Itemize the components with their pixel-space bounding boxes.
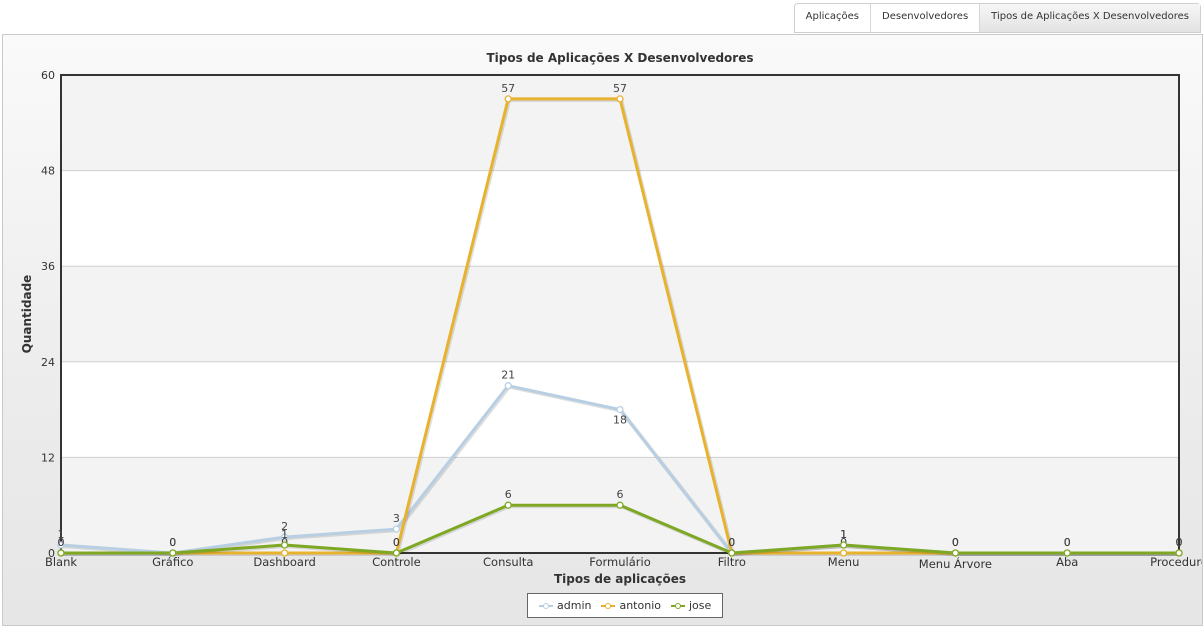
data-point-antonio: [280, 549, 289, 557]
data-label-antonio: 0: [1176, 536, 1183, 549]
y-tick-label: 0: [48, 547, 55, 560]
x-tick-label: Controle: [372, 555, 421, 569]
y-tick-label: 36: [41, 260, 55, 273]
x-tick-label: Gráfico: [152, 555, 193, 569]
legend-swatch-antonio: [601, 601, 616, 611]
y-axis-label: Quantidade: [20, 275, 34, 354]
data-point-antonio: [504, 95, 512, 103]
x-tick-label: Procedure: [1150, 555, 1202, 569]
x-tick-label: Consulta: [483, 555, 533, 569]
data-label-admin: 0: [1176, 536, 1183, 549]
data-label-jose: 0: [58, 536, 65, 549]
data-point-jose: [728, 549, 736, 557]
chart-legend: admin antonio jose: [527, 593, 724, 618]
data-point-jose: [951, 549, 960, 557]
data-label-admin: 1: [58, 528, 65, 541]
data-label-antonio: 0: [169, 536, 176, 549]
tab-tipos-x-desenvolvedores[interactable]: Tipos de Aplicações X Desenvolvedores: [979, 4, 1200, 32]
data-label-admin: 0: [952, 536, 959, 549]
data-point-admin: [616, 405, 624, 414]
tab-aplicacoes[interactable]: Aplicações: [805, 11, 859, 22]
data-label-jose: 0: [728, 536, 735, 549]
legend-label-jose: jose: [688, 599, 712, 612]
plot-border: [60, 74, 1180, 554]
data-point-admin: [280, 533, 289, 541]
data-label-admin: 3: [393, 512, 400, 525]
x-tick-label: Blank: [45, 555, 77, 569]
data-label-jose: 0: [1176, 536, 1183, 549]
grid-band: [61, 75, 1179, 171]
tab-desenvolvedores[interactable]: Desenvolvedores: [870, 4, 979, 32]
data-label-admin: 1: [840, 528, 847, 541]
data-label-antonio: 0: [952, 536, 959, 549]
legend-item-admin[interactable]: admin: [539, 599, 591, 612]
x-tick-label: Dashboard: [253, 555, 315, 569]
data-label-admin: 0: [1064, 536, 1071, 549]
data-point-admin: [392, 525, 401, 533]
data-label-admin: 18: [613, 414, 627, 427]
legend-label-antonio: antonio: [619, 599, 661, 612]
data-label-jose: 6: [505, 488, 512, 501]
data-label-jose: 0: [393, 536, 400, 549]
y-tick-label: 12: [41, 451, 55, 464]
data-label-antonio: 0: [58, 536, 65, 549]
data-label-admin: 0: [169, 536, 176, 549]
x-axis-label: Tipos de aplicações: [554, 572, 686, 586]
data-label-admin: 0: [728, 536, 735, 549]
legend-item-jose[interactable]: jose: [670, 599, 712, 612]
data-label-jose: 1: [840, 528, 847, 541]
data-point-antonio: [839, 549, 848, 557]
y-tick-label: 24: [41, 356, 55, 369]
legend-item-antonio[interactable]: antonio: [601, 599, 661, 612]
data-label-antonio: 57: [613, 82, 627, 95]
data-label-jose: 0: [952, 536, 959, 549]
data-point-admin: [57, 541, 65, 549]
data-point-jose: [504, 501, 512, 509]
x-tick-label: Filtro: [718, 555, 746, 569]
grid-band: [61, 266, 1179, 362]
data-label-jose: 1: [281, 528, 288, 541]
data-label-admin: 2: [281, 520, 288, 533]
legend-swatch-jose: [670, 601, 685, 611]
data-label-jose: 0: [169, 536, 176, 549]
y-tick-label: 60: [41, 69, 55, 82]
data-point-jose: [169, 549, 177, 557]
legend-swatch-admin: [539, 601, 553, 611]
data-point-jose: [839, 541, 848, 549]
data-point-antonio: [616, 95, 624, 103]
data-label-jose: 6: [617, 488, 624, 501]
data-point-jose: [616, 501, 624, 509]
data-label-jose: 0: [1064, 536, 1071, 549]
data-point-jose: [392, 549, 401, 557]
data-point-admin: [504, 382, 512, 390]
data-label-antonio: 57: [501, 82, 515, 95]
data-label-antonio: 0: [728, 536, 735, 549]
x-tick-label: Menu: [828, 555, 860, 569]
data-label-admin: 21: [501, 369, 515, 382]
y-tick-label: 48: [41, 165, 55, 178]
data-point-jose: [1175, 549, 1183, 557]
legend-label-admin: admin: [557, 599, 592, 612]
data-point-jose: [1063, 549, 1071, 557]
x-tick-label: Aba: [1056, 555, 1078, 569]
data-point-jose: [280, 541, 289, 549]
chart-title: Tipos de Aplicações X Desenvolvedores: [486, 51, 753, 65]
chart-tabs: Aplicações Desenvolvedores Tipos de Apli…: [793, 3, 1201, 33]
data-label-antonio: 0: [1064, 536, 1071, 549]
chart-panel: 0 12 24 36 48 60 Blank Gráfico Dashboard Controle…: [2, 34, 1203, 626]
data-label-antonio: 0: [393, 536, 400, 549]
data-point-jose: [57, 549, 65, 557]
x-tick-label: Menu Árvore: [919, 556, 992, 571]
x-tick-label: Formulário: [589, 555, 650, 569]
